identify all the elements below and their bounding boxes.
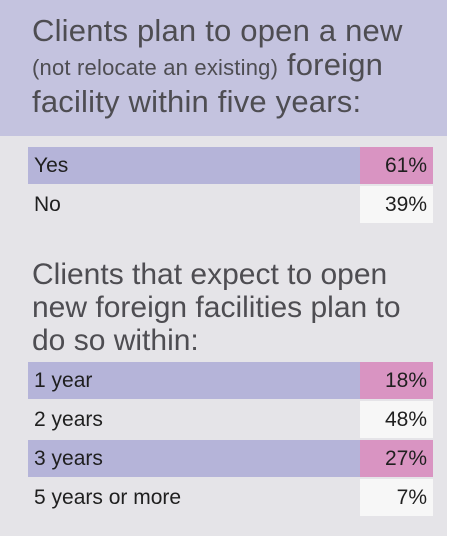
table-row: 2 years 48% xyxy=(28,401,433,438)
row-label-cell: 1 year xyxy=(28,362,360,399)
row-label-cell: 2 years xyxy=(28,401,360,438)
table-row: No 39% xyxy=(28,186,433,223)
row-label: No xyxy=(34,193,61,216)
row-label: 3 years xyxy=(34,447,103,470)
section1-title: Clients plan to open a new (not relocate … xyxy=(32,14,442,119)
row-value: 18% xyxy=(384,369,427,392)
section1-title-main: Clients plan to open a new xyxy=(32,13,403,48)
section1-title-parenthetical: (not relocate an existing) xyxy=(32,55,279,80)
row-value-cell: 7% xyxy=(360,479,433,516)
row-label-cell: Yes xyxy=(28,147,360,184)
row-label: 5 years or more xyxy=(34,486,182,509)
row-label: Yes xyxy=(34,154,69,177)
row-value-cell: 39% xyxy=(360,186,433,223)
row-label: 2 years xyxy=(34,408,103,431)
row-value: 61% xyxy=(384,154,427,177)
section1-title-tail: foreign facility within five years: xyxy=(32,47,384,119)
row-value-cell: 61% xyxy=(360,147,433,184)
table-row: 5 years or more 7% xyxy=(28,479,433,516)
row-label-cell: No xyxy=(28,186,360,223)
table-row: 3 years 27% xyxy=(28,440,433,477)
row-value-cell: 18% xyxy=(360,362,433,399)
table-row: Yes 61% xyxy=(28,147,433,184)
row-value: 27% xyxy=(384,447,427,470)
row-label-cell: 3 years xyxy=(28,440,360,477)
row-label-cell: 5 years or more xyxy=(28,479,360,516)
row-value-cell: 48% xyxy=(360,401,433,438)
table-row: 1 year 18% xyxy=(28,362,433,399)
row-label: 1 year xyxy=(34,369,93,392)
section1-header: Clients plan to open a new (not relocate … xyxy=(0,0,447,136)
row-value: 7% xyxy=(396,486,427,509)
row-value: 39% xyxy=(384,193,427,216)
section2-title: Clients that expect to open new foreign … xyxy=(32,258,401,357)
row-value-cell: 27% xyxy=(360,440,433,477)
row-value: 48% xyxy=(384,408,427,431)
